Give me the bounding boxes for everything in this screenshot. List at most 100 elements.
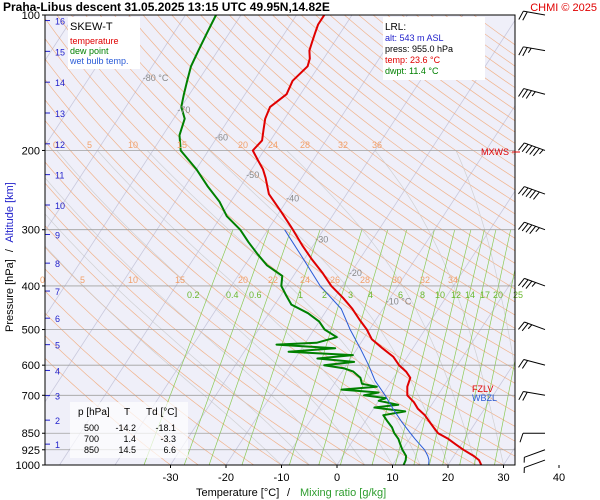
wbzl-marker: WBZL	[472, 393, 497, 403]
mixing-ratio-line	[340, 229, 408, 465]
pressure-tick-label: 600	[22, 360, 40, 372]
pressure-tick-label: 700	[22, 390, 40, 402]
adiabat-label-380: 26	[330, 275, 340, 285]
wind-barb-flag	[529, 146, 536, 155]
adiabat-label-200: 28	[300, 140, 310, 150]
dry-adiabat-line	[70, 15, 515, 384]
adiabat-label-380: 24	[300, 275, 310, 285]
table-cell-r1-td: -3.3	[160, 434, 176, 444]
x-tick-label: -10	[274, 472, 290, 484]
dry-adiabat-line	[200, 15, 515, 264]
isotherm-line	[45, 15, 186, 232]
mixing-ratio-line	[241, 229, 321, 465]
wind-barb-flag	[533, 191, 540, 200]
lrl-dwpt: dwpt: 11.4 °C	[385, 66, 439, 76]
isotherm-line	[45, 15, 131, 147]
adiabat-label-200: 32	[338, 140, 348, 150]
adiabat-label-380: 0	[40, 275, 45, 285]
isotherm-line	[114, 15, 408, 465]
table-header-p: p [hPa]	[78, 407, 110, 418]
isotherm-label: -60	[215, 132, 228, 142]
wind-barb-flag	[521, 223, 529, 232]
x-axis-label-sep: /	[287, 487, 291, 499]
credit-text: CHMI © 2025	[530, 2, 597, 14]
altitude-tick-label: 1	[55, 440, 60, 450]
x-axis-label-mixing: Mixing ratio [g/kg]	[300, 487, 386, 499]
dry-adiabat-line	[45, 38, 515, 427]
wind-barb-flag	[518, 221, 525, 230]
isotherm-label: -20	[349, 268, 362, 278]
wind-barb-staff	[524, 186, 546, 195]
table-cell-r0-p: 500	[84, 423, 99, 433]
isotherm-label: -10 °C	[386, 297, 412, 307]
mxws-marker: MXWS	[481, 147, 509, 157]
altitude-tick-label: 9	[55, 230, 60, 240]
dry-adiabat-line	[128, 15, 515, 329]
isotherm-label: -50	[246, 170, 259, 180]
mixing-ratio-line	[183, 229, 270, 465]
mixing-ratio-label: 25	[513, 290, 523, 300]
adiabat-label-200: 20	[238, 140, 248, 150]
mixing-ratio-label: 12	[451, 290, 461, 300]
mixing-ratio-line	[459, 229, 512, 465]
series-line-temperature	[251, 15, 483, 465]
mixing-ratio-line	[208, 229, 292, 465]
pressure-tick-label: 300	[22, 225, 40, 237]
legend-box	[68, 17, 140, 69]
wind-barb-flag	[533, 148, 540, 157]
table-cell-r2-td: 6.6	[163, 445, 176, 455]
dry-adiabat-line	[157, 15, 515, 303]
legend-item-temperature: temperature	[70, 36, 119, 46]
dry-adiabat-line	[214, 15, 515, 252]
adiabat-label-200: 10	[128, 140, 138, 150]
x-axis-label: Temperature [°C]	[196, 487, 279, 499]
wind-barb-flag	[521, 143, 529, 153]
adiabat-label-380: 5	[80, 275, 85, 285]
wind-barb-flag	[522, 391, 528, 401]
wind-barb-flag	[518, 359, 525, 368]
x-tick-label: 30	[497, 472, 509, 484]
pressure-tick-label: 400	[22, 281, 40, 293]
altitude-tick-label: 12	[55, 140, 65, 150]
isotherm-line	[281, 105, 515, 465]
altitude-tick-label: 11	[55, 171, 64, 181]
wind-barb-flag	[518, 88, 525, 97]
altitude-tick-label: 14	[55, 78, 65, 88]
dry-adiabat-line	[85, 15, 515, 370]
dry-adiabat-line	[257, 15, 515, 215]
mixing-ratio-label: 0.4	[226, 290, 239, 300]
dry-adiabat-line	[171, 15, 515, 290]
mixing-ratio-label: 0.6	[249, 290, 262, 300]
isotherm-line	[392, 275, 515, 465]
lrl-box: LRL: alt: 543 m ASL press: 955.0 hPa tem…	[383, 17, 485, 80]
fzl-marker: FZLV	[472, 384, 493, 394]
wind-barb-half	[531, 91, 536, 97]
isotherm-label: -70	[177, 105, 190, 115]
wind-barb-flag	[522, 11, 528, 21]
lrl-title: LRL:	[385, 22, 406, 33]
mixing-ratio-line	[318, 229, 389, 465]
wind-barb-half	[527, 324, 533, 330]
isotherm-label: -80 °C	[143, 73, 169, 83]
wind-barb-flag	[518, 186, 525, 195]
x-tick-label: 40	[553, 472, 565, 484]
wind-barb-half	[531, 282, 536, 287]
altitude-tick-label: 16	[55, 17, 65, 27]
isotherm-line	[503, 446, 515, 465]
mixing-ratio-line	[371, 229, 435, 465]
mixing-ratio-label: 4	[368, 290, 373, 300]
table-cell-r0-t: -14.2	[115, 423, 136, 433]
wind-barb-staff	[524, 221, 546, 231]
adiabat-label-380: 22	[268, 275, 278, 285]
x-tick-label: -30	[163, 472, 179, 484]
wind-barb-flag	[525, 145, 533, 154]
wind-barb-flag	[522, 47, 528, 57]
altitude-tick-label: 5	[55, 341, 60, 351]
adiabat-label-200: 24	[268, 140, 278, 150]
wind-barb-flag	[518, 46, 524, 56]
adiabat-label-380: 34	[448, 275, 458, 285]
mixing-ratio-label: 3	[348, 290, 353, 300]
altitude-tick-label: 6	[55, 314, 60, 324]
altitude-tick-label: 7	[55, 287, 60, 297]
mixing-ratio-label: 14	[465, 290, 475, 300]
